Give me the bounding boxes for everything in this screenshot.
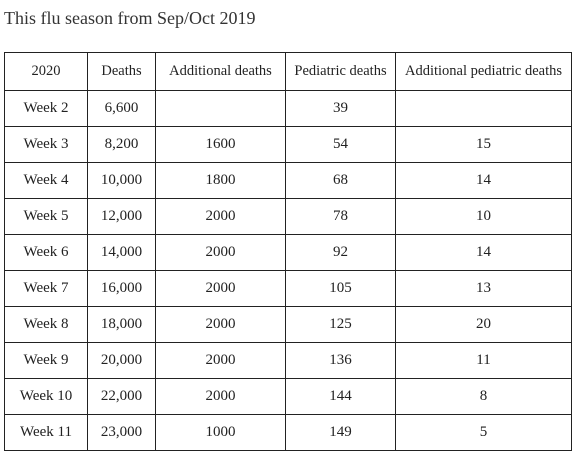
table-row: Week 7 16,000 2000 105 13 (4, 270, 572, 307)
table-row: Week 10 22,000 2000 144 8 (4, 378, 572, 415)
table-cell: 54 (285, 126, 396, 163)
table-cell (395, 90, 572, 127)
table-cell: 92 (285, 234, 396, 271)
table-cell: 15 (395, 126, 572, 163)
table-row: Week 3 8,200 1600 54 15 (4, 126, 572, 163)
data-table: 2020 Deaths Additional deaths Pediatric dea… (4, 52, 572, 451)
table-cell: 1000 (155, 414, 286, 451)
table-cell: 20,000 (87, 342, 156, 379)
table-cell: Week 11 (4, 414, 88, 451)
table-cell: 2000 (155, 270, 286, 307)
table-cell: 11 (395, 342, 572, 379)
table-cell: 125 (285, 306, 396, 343)
table-cell: 13 (395, 270, 572, 307)
table-cell: 8 (395, 378, 572, 415)
table-cell: 68 (285, 162, 396, 199)
table-cell: 1600 (155, 126, 286, 163)
table-cell: 5 (395, 414, 572, 451)
table-cell: 22,000 (87, 378, 156, 415)
table-row: Week 2 6,600 39 (4, 90, 572, 127)
table-cell: 2000 (155, 234, 286, 271)
table-row: Week 9 20,000 2000 136 11 (4, 342, 572, 379)
table-row: Week 6 14,000 2000 92 14 (4, 234, 572, 271)
table-cell: Week 7 (4, 270, 88, 307)
table-cell: 23,000 (87, 414, 156, 451)
table-cell: 1800 (155, 162, 286, 199)
table-cell: 39 (285, 90, 396, 127)
table-cell: 144 (285, 378, 396, 415)
table-cell: 2000 (155, 198, 286, 235)
header-cell: Deaths (87, 52, 156, 91)
table-cell: 10 (395, 198, 572, 235)
header-row: 2020 Deaths Additional deaths Pediatric dea… (4, 52, 572, 91)
table-cell: 14 (395, 162, 572, 199)
table-cell: 136 (285, 342, 396, 379)
table-row: Week 5 12,000 2000 78 10 (4, 198, 572, 235)
page-title: This flu season from Sep/Oct 2019 (4, 8, 256, 28)
table-cell: 10,000 (87, 162, 156, 199)
table-cell: 2000 (155, 306, 286, 343)
table-cell: Week 6 (4, 234, 88, 271)
table-cell (155, 90, 286, 127)
table-cell: Week 4 (4, 162, 88, 199)
table-row: Week 4 10,000 1800 68 14 (4, 162, 572, 199)
table-cell: 12,000 (87, 198, 156, 235)
table-cell: 105 (285, 270, 396, 307)
table-body: 2020 Deaths Additional deaths Pediatric dea… (4, 52, 572, 451)
table-cell: 6,600 (87, 90, 156, 127)
header-cell: Additional pediatric deaths (395, 52, 572, 91)
table-cell: 14 (395, 234, 572, 271)
table-cell: 16,000 (87, 270, 156, 307)
table-cell: Week 2 (4, 90, 88, 127)
header-cell: Pediatric deaths (285, 52, 396, 91)
table-row: Week 8 18,000 2000 125 20 (4, 306, 572, 343)
table-row: Week 11 23,000 1000 149 5 (4, 414, 572, 451)
table-cell: 2000 (155, 342, 286, 379)
table-cell: 78 (285, 198, 396, 235)
table-cell: 20 (395, 306, 572, 343)
table-cell: 18,000 (87, 306, 156, 343)
table-cell: Week 3 (4, 126, 88, 163)
table-cell: Week 8 (4, 306, 88, 343)
header-cell: Additional deaths (155, 52, 286, 91)
table-cell: Week 9 (4, 342, 88, 379)
table-cell: 149 (285, 414, 396, 451)
table-cell: Week 5 (4, 198, 88, 235)
table-cell: 14,000 (87, 234, 156, 271)
header-cell: 2020 (4, 52, 88, 91)
table-cell: 2000 (155, 378, 286, 415)
table-cell: 8,200 (87, 126, 156, 163)
table-cell: Week 10 (4, 378, 88, 415)
